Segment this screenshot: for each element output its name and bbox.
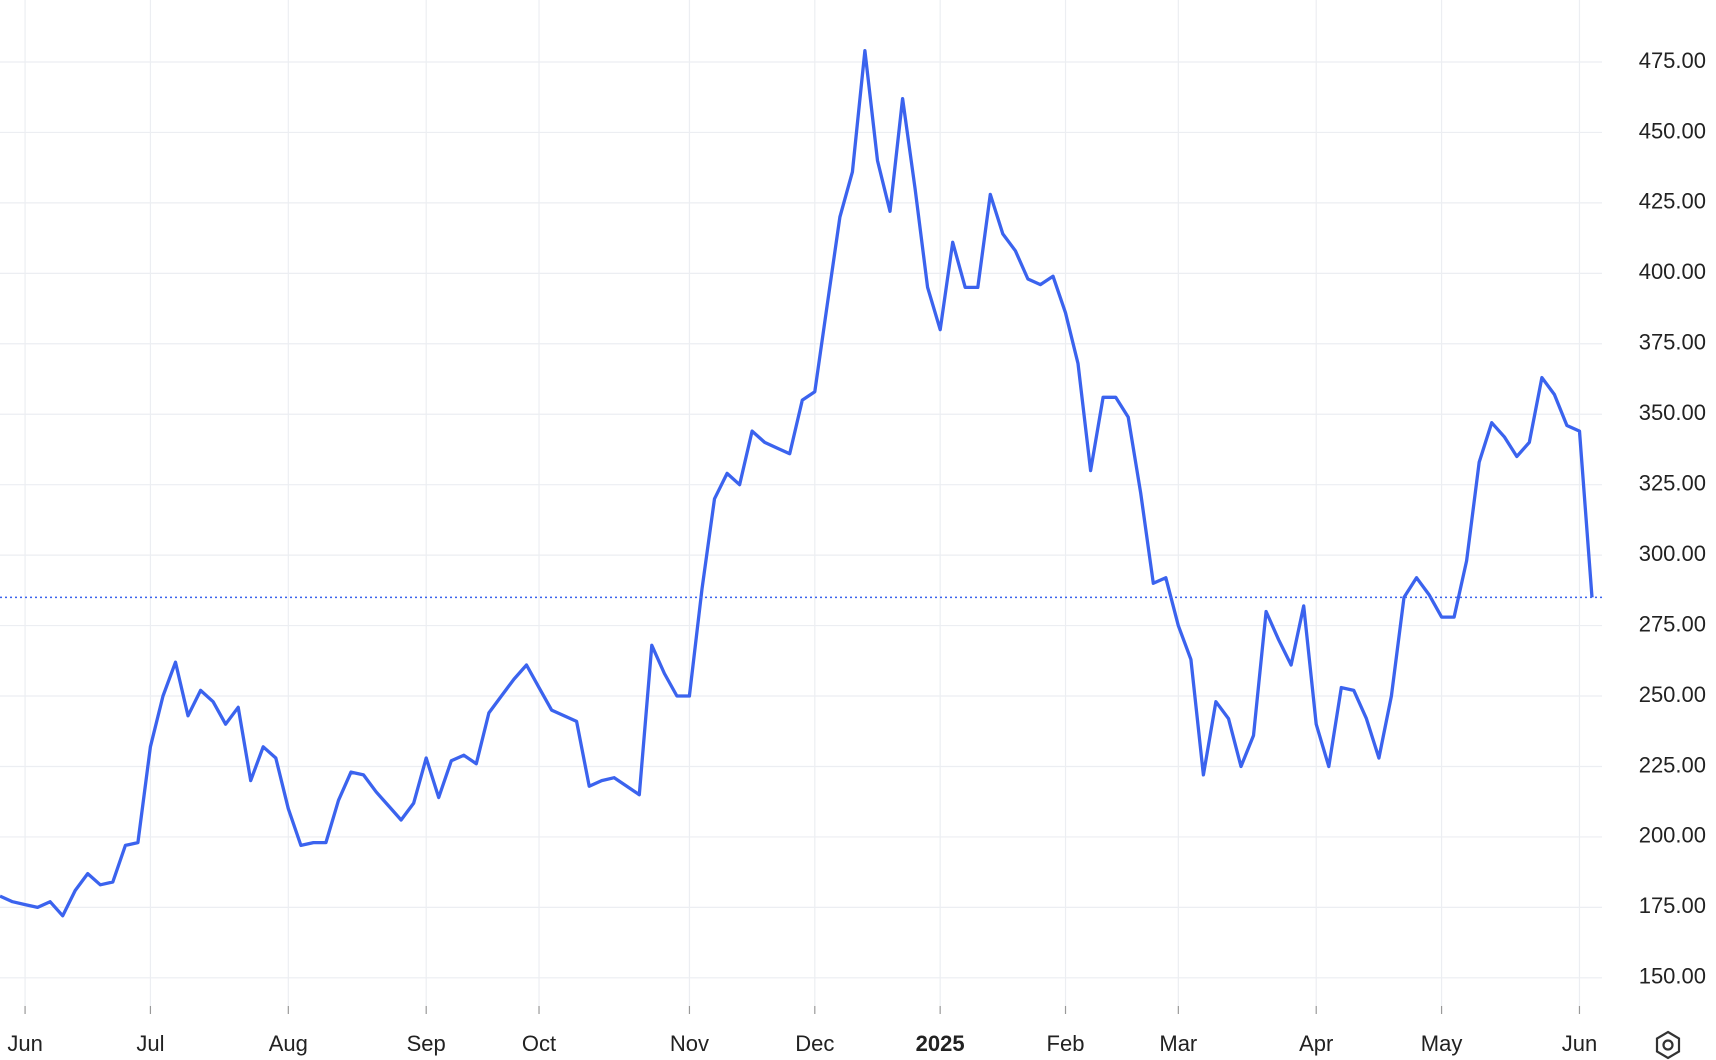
settings-hex[interactable] — [1655, 1030, 1681, 1060]
x-tick-label: Aug — [269, 1031, 308, 1056]
x-tick-label: Mar — [1159, 1031, 1197, 1056]
y-tick-label: 300.00 — [1639, 541, 1706, 566]
y-tick-label: 425.00 — [1639, 189, 1706, 214]
x-tick-label: Oct — [522, 1031, 556, 1056]
y-tick-label: 150.00 — [1639, 964, 1706, 989]
x-tick-label: Apr — [1299, 1031, 1333, 1056]
y-tick-label: 275.00 — [1639, 611, 1706, 636]
y-tick-label: 375.00 — [1639, 330, 1706, 355]
settings-icon[interactable] — [1655, 1030, 1681, 1060]
x-tick-label: May — [1421, 1031, 1463, 1056]
y-tick-label: 450.00 — [1639, 118, 1706, 143]
x-tick-label: Nov — [670, 1031, 709, 1056]
y-tick-label: 400.00 — [1639, 259, 1706, 284]
y-tick-label: 225.00 — [1639, 752, 1706, 777]
y-tick-label: 475.00 — [1639, 48, 1706, 73]
y-tick-label: 175.00 — [1639, 893, 1706, 918]
y-tick-label: 250.00 — [1639, 682, 1706, 707]
x-tick-label: Dec — [795, 1031, 834, 1056]
x-tick-label: Jun — [7, 1031, 42, 1056]
y-tick-label: 350.00 — [1639, 400, 1706, 425]
x-tick-label: Sep — [407, 1031, 446, 1056]
x-tick-label: Jun — [1562, 1031, 1597, 1056]
y-tick-label: 325.00 — [1639, 470, 1706, 495]
x-tick-label: Feb — [1047, 1031, 1085, 1056]
settings-dot[interactable] — [1662, 1039, 1674, 1051]
y-tick-label: 200.00 — [1639, 823, 1706, 848]
x-tick-label: 2025 — [916, 1031, 965, 1056]
price-line — [0, 49, 1594, 918]
x-tick-label: Jul — [136, 1031, 164, 1056]
